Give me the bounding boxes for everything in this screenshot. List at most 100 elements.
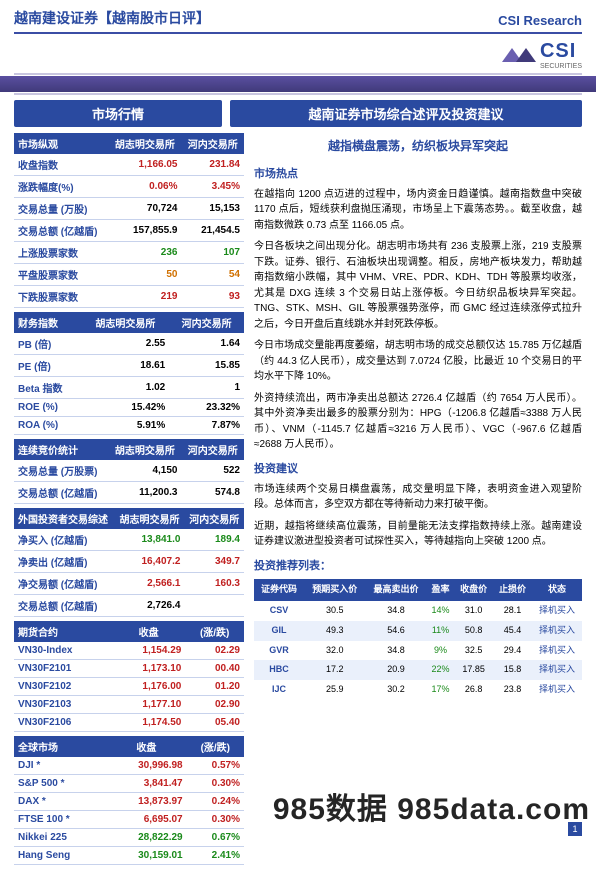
table-row: CSV30.534.814%31.028.1择机买入 — [254, 601, 582, 621]
row-value-b — [184, 595, 244, 617]
table-row: 涨跌幅度(%)0.06%3.45% — [14, 176, 244, 198]
row-value-b: 189.4 — [184, 529, 244, 551]
row-label: VN30F2102 — [14, 678, 112, 696]
cell: 54.6 — [365, 621, 426, 641]
row-value-a: 1,176.00 — [112, 678, 186, 696]
th: (涨/跌) — [187, 736, 244, 757]
para: 近期，越指将继续高位震荡，目前量能无法支撑指数持续上涨。越南建设证券建议激进型投… — [254, 519, 582, 550]
row-label: DJI * — [14, 757, 106, 775]
table-row: 净交易额 (亿越盾)2,566.1160.3 — [14, 573, 244, 595]
cell: 34.8 — [365, 601, 426, 621]
th: 期货合约 — [14, 621, 112, 642]
logo-bar: CSI SECURITIES — [0, 34, 596, 76]
section-headers: 市场行情 越南证券市场综合述评及投资建议 — [0, 92, 596, 133]
header-bar: 越南建设证券【越南股市日评】 CSI Research — [0, 0, 596, 32]
futures-table: 期货合约 收盘 (涨/跌) VN30-Index1,154.2902.29VN3… — [14, 621, 244, 732]
th: 全球市场 — [14, 736, 106, 757]
table-row: 净买入 (亿越盾)13,841.0189.4 — [14, 529, 244, 551]
th: 河内交易所 — [184, 508, 244, 529]
cell: 择机买入 — [532, 641, 582, 661]
cell: 23.8 — [493, 680, 532, 700]
th: 证券代码 — [254, 579, 304, 601]
para: 外资持续流出，两市净卖出总额达 2726.4 亿越盾（约 7654 万人民币）。… — [254, 391, 582, 453]
cell: HBC — [254, 660, 304, 680]
row-value-b: 05.40 — [185, 714, 244, 732]
row-value-b: 54 — [181, 264, 244, 286]
recommendation-table: 证券代码 预期买入价 最高卖出价 盈率 收盘价 止损价 状态 CSV30.534… — [254, 579, 582, 701]
table-row: 平盘股票家数5054 — [14, 264, 244, 286]
row-label: VN30-Index — [14, 642, 112, 660]
row-label: FTSE 100 * — [14, 811, 106, 829]
cell: 45.4 — [493, 621, 532, 641]
row-value-a: 1.02 — [82, 377, 170, 399]
row-value-b: 3.45% — [181, 176, 244, 198]
row-value-b: 00.40 — [185, 660, 244, 678]
table-row: FTSE 100 *6,695.070.30% — [14, 811, 244, 829]
row-value-b: 0.67% — [187, 829, 244, 847]
cell: 32.5 — [454, 641, 493, 661]
foreign-table: 外国投资者交易综述 胡志明交易所 河内交易所 净买入 (亿越盾)13,841.0… — [14, 508, 244, 617]
row-label: 上涨股票家数 — [14, 242, 108, 264]
row-value-b: 0.24% — [187, 793, 244, 811]
row-value-a: 2,726.4 — [115, 595, 185, 617]
row-label: ROA (%) — [14, 417, 82, 435]
row-label: Nikkei 225 — [14, 829, 106, 847]
row-value-a: 30,996.98 — [106, 757, 186, 775]
cell: 择机买入 — [532, 680, 582, 700]
th: 胡志明交易所 — [108, 439, 181, 460]
row-value-b: 2.41% — [187, 847, 244, 865]
cell: 择机买入 — [532, 621, 582, 641]
row-value-b: 231.84 — [181, 154, 244, 176]
cell: GIL — [254, 621, 304, 641]
row-value-a: 1,177.10 — [112, 696, 186, 714]
row-value-a: 16,407.2 — [115, 551, 185, 573]
cell: 14% — [427, 601, 455, 621]
row-value-b: 522 — [181, 460, 244, 482]
row-label: DAX * — [14, 793, 106, 811]
row-value-a: 15.42% — [82, 399, 170, 417]
th: 最高卖出价 — [365, 579, 426, 601]
row-label: 净交易额 (亿越盾) — [14, 573, 115, 595]
row-label: 平盘股票家数 — [14, 264, 108, 286]
para: 市场连续两个交易日横盘震荡，成交量明显下降，表明资金进入观望阶段。总体而言，多空… — [254, 482, 582, 513]
row-label: 交易总额 (亿越盾) — [14, 482, 108, 504]
section-title-right: 越南证券市场综合述评及投资建议 — [230, 100, 582, 127]
table-row: 交易总额 (亿越盾)2,726.4 — [14, 595, 244, 617]
cell: 15.8 — [493, 660, 532, 680]
row-value-b: 574.8 — [181, 482, 244, 504]
cell: 31.0 — [454, 601, 493, 621]
commentary-headline: 越指横盘震荡，纺织板块异军突起 — [254, 137, 582, 156]
table-row: DAX *13,873.970.24% — [14, 793, 244, 811]
cell: IJC — [254, 680, 304, 700]
table-row: HBC17.220.922%17.8515.8择机买入 — [254, 660, 582, 680]
table-row: 下跌股票家数21993 — [14, 286, 244, 308]
table-row: 上涨股票家数236107 — [14, 242, 244, 264]
cell: 择机买入 — [532, 601, 582, 621]
row-value-b: 15.85 — [169, 355, 244, 377]
market-overview-table: 市场纵观 胡志明交易所 河内交易所 收盘指数1,166.05231.84涨跌幅度… — [14, 133, 244, 308]
cell: 22% — [427, 660, 455, 680]
table-row: GVR32.034.89%32.529.4择机买入 — [254, 641, 582, 661]
th: 收盘 — [112, 621, 186, 642]
table-row: DJI *30,996.980.57% — [14, 757, 244, 775]
row-value-a: 6,695.07 — [106, 811, 186, 829]
row-value-b: 02.29 — [185, 642, 244, 660]
row-value-b: 15,153 — [181, 198, 244, 220]
row-label: VN30F2103 — [14, 696, 112, 714]
th: 收盘 — [106, 736, 186, 757]
row-value-a: 11,200.3 — [108, 482, 181, 504]
row-value-b: 23.32% — [169, 399, 244, 417]
cell: 25.9 — [304, 680, 365, 700]
row-value-a: 5.91% — [82, 417, 170, 435]
row-label: 交易总额 (亿越盾) — [14, 595, 115, 617]
row-value-a: 50 — [108, 264, 181, 286]
row-value-a: 219 — [108, 286, 181, 308]
row-label: Hang Seng — [14, 847, 106, 865]
table-row: ROE (%)15.42%23.32% — [14, 399, 244, 417]
watermark: 985数据 985data.com — [273, 784, 590, 828]
table-row: VN30F21061,174.5005.40 — [14, 714, 244, 732]
logo-text: CSI — [540, 40, 582, 63]
cell: 9% — [427, 641, 455, 661]
cell: 20.9 — [365, 660, 426, 680]
row-label: Beta 指数 — [14, 377, 82, 399]
